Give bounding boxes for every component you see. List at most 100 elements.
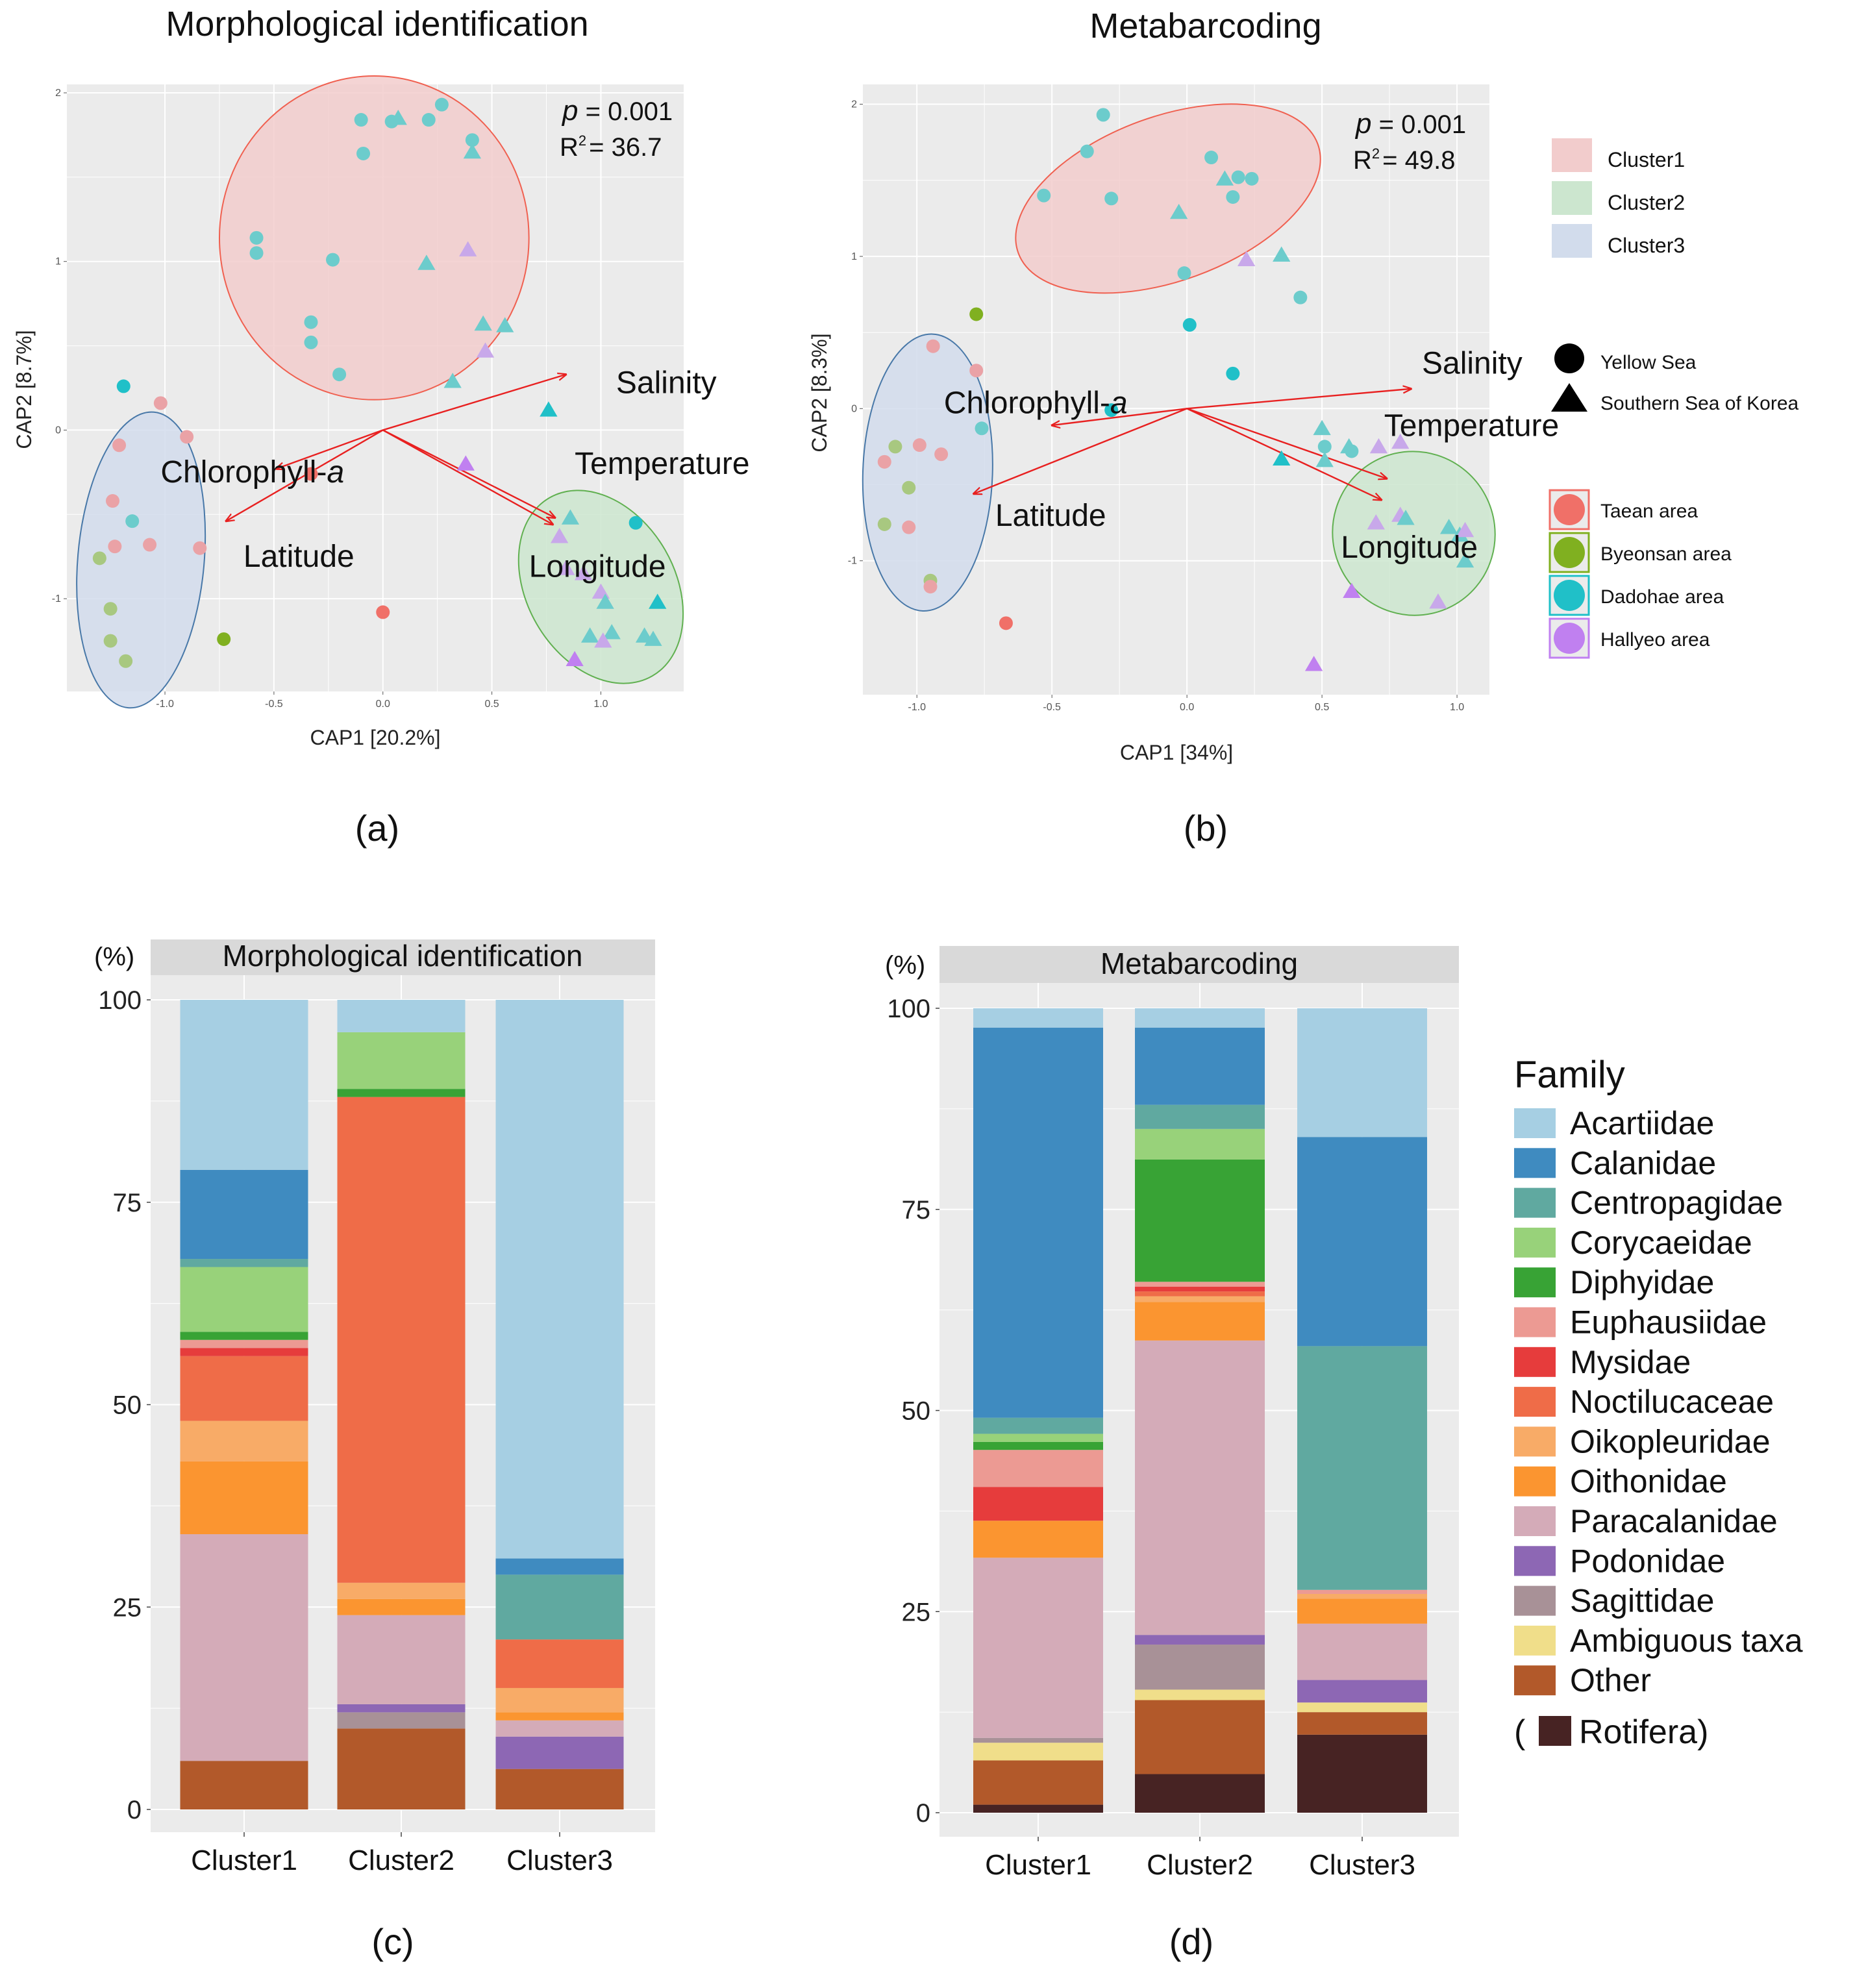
legend-item-oikopleuridae: Oikopleuridae xyxy=(1514,1423,1771,1460)
y-unit-label: (%) xyxy=(885,951,925,980)
bar-segment-acartiidae xyxy=(180,1000,308,1170)
x-tick-label: 0.0 xyxy=(376,699,390,710)
legend-swatch xyxy=(1514,1665,1556,1696)
triangle-icon xyxy=(1551,383,1587,412)
legend-label: Cluster1 xyxy=(1608,148,1685,171)
sample-point xyxy=(1369,438,1388,454)
vector-label-text: Chlorophyll- xyxy=(160,455,327,490)
sample-point xyxy=(912,438,927,453)
sample-point xyxy=(143,538,157,552)
rotifera-label: Rotifera xyxy=(1579,1713,1697,1751)
confidence-ellipse-cluster3 xyxy=(862,333,993,612)
vector-label-text: Chlorophyll- xyxy=(944,386,1110,420)
y-axis-label: CAP2 [8.3%] xyxy=(808,333,831,452)
bar-segment-calanidae xyxy=(180,1169,308,1260)
y-tick-label: 50 xyxy=(113,1391,142,1420)
legend-label: Taean area xyxy=(1600,501,1698,522)
sample-point xyxy=(354,113,368,127)
sample-point xyxy=(934,447,949,462)
y-tick-label: 75 xyxy=(113,1189,142,1217)
x-tick-label: Cluster3 xyxy=(1309,1849,1415,1881)
sample-point xyxy=(249,230,264,245)
x-tick-label: -0.5 xyxy=(1043,702,1061,713)
sea-legend: Yellow Sea Southern Sea of Korea xyxy=(1551,343,1799,414)
bar-segment-rotifera xyxy=(1297,1734,1427,1813)
sample-point xyxy=(1343,582,1361,598)
vector-label-text: Longitude xyxy=(529,549,666,584)
scatter-plot-a: Salinity Chlorophyll-a Latitude Temperature… xyxy=(12,75,750,749)
x-tick-label: -0.5 xyxy=(265,699,283,710)
sample-point xyxy=(975,421,989,436)
sample-point xyxy=(1237,251,1256,266)
sample-point xyxy=(1391,433,1410,449)
sample-point xyxy=(644,630,662,646)
bar-segment-sagittidae xyxy=(337,1712,466,1729)
bar-segment-paracalanidae xyxy=(1297,1623,1427,1680)
legend-item-cluster2: Cluster2 xyxy=(1552,181,1685,215)
sample-point xyxy=(561,509,580,525)
legend-label: Euphausiidae xyxy=(1570,1304,1767,1341)
sample-point xyxy=(1177,266,1191,280)
facet-title: Morphological identification xyxy=(223,939,583,973)
vector-arrow xyxy=(382,375,566,431)
sample-point xyxy=(1315,452,1334,467)
bar-segment-acartiidae xyxy=(973,1008,1103,1028)
bar-segment-mysidae xyxy=(180,1348,308,1356)
sample-point xyxy=(153,396,168,410)
sample-point xyxy=(1104,192,1119,206)
y-tick-label: 75 xyxy=(902,1196,931,1224)
bar-segment-oikopleuridae xyxy=(1135,1296,1265,1302)
bar-segment-oikopleuridae xyxy=(495,1687,624,1713)
family-legend-title: Family xyxy=(1514,1054,1625,1096)
panel-label-b: (b) xyxy=(1184,808,1228,849)
bar-segment-centropagidae xyxy=(1297,1346,1427,1590)
sample-point xyxy=(326,253,340,267)
sample-point xyxy=(888,440,902,454)
bar-layer xyxy=(180,1000,624,1809)
legend-swatch xyxy=(1552,181,1592,215)
legend-swatch xyxy=(1514,1227,1556,1258)
bar-segment-oithonidae xyxy=(180,1461,308,1535)
sample-point xyxy=(574,565,593,580)
bar-segment-oithonidae xyxy=(337,1598,466,1615)
legend-swatch xyxy=(1514,1187,1556,1218)
legend-swatch xyxy=(1514,1347,1556,1377)
sample-point xyxy=(628,516,643,530)
circle-icon xyxy=(1554,580,1585,611)
ellipse-layer xyxy=(76,75,684,709)
sample-point xyxy=(1456,521,1474,538)
legend-item-oithonidae: Oithonidae xyxy=(1514,1463,1727,1500)
vector-label: Temperature xyxy=(1384,408,1559,443)
legend-label: Dadohae area xyxy=(1600,586,1724,608)
bar-segment-mysidae xyxy=(1135,1286,1265,1292)
sample-point xyxy=(581,627,599,643)
sample-point xyxy=(103,602,118,616)
bar-segment-paracalanidae xyxy=(495,1720,624,1737)
legend-swatch xyxy=(1514,1307,1556,1337)
y-tick-label: 25 xyxy=(902,1598,931,1626)
bar-segment-paracalanidae xyxy=(337,1615,466,1704)
panel-b-title: Metabarcoding xyxy=(1089,6,1321,45)
legend-label: Cluster2 xyxy=(1608,191,1685,214)
bar-segment-noctilucaceae xyxy=(495,1639,624,1688)
sample-point xyxy=(1273,246,1291,262)
legend-label: Oithonidae xyxy=(1570,1463,1727,1500)
label-layer: Salinity Chlorophyll-a Latitude Temperature… xyxy=(944,346,1559,565)
bar-segment-corycaeidae xyxy=(337,1032,466,1089)
x-axis-label: CAP1 [20.2%] xyxy=(310,726,441,749)
area-legend: Taean area Byeonsan area Dadohae area Ha… xyxy=(1549,489,1732,659)
legend-label: Ambiguous taxa xyxy=(1570,1622,1803,1659)
vector-label-text: Longitude xyxy=(1341,530,1478,565)
bar-segment-corycaeidae xyxy=(180,1267,308,1332)
legend-label: Hallyeo area xyxy=(1600,629,1710,651)
tick-layer: 0 25 50 75 100 Cluster1 Cluster2 Cluster3 xyxy=(98,986,613,1876)
bar-segment-sagittidae xyxy=(1135,1645,1265,1690)
legend-item-rotifera: ( Rotifera) xyxy=(1514,1713,1708,1751)
bar-segment-ambiguous-taxa xyxy=(1297,1702,1427,1713)
bar-segment-oikopleuridae xyxy=(180,1421,308,1461)
bar-segment-centropagidae xyxy=(495,1574,624,1640)
circle-icon xyxy=(1554,343,1584,373)
legend-item-taean: Taean area xyxy=(1549,489,1698,530)
bar-segment-diphyidae xyxy=(337,1089,466,1097)
bar-segment-oithonidae xyxy=(495,1712,624,1721)
